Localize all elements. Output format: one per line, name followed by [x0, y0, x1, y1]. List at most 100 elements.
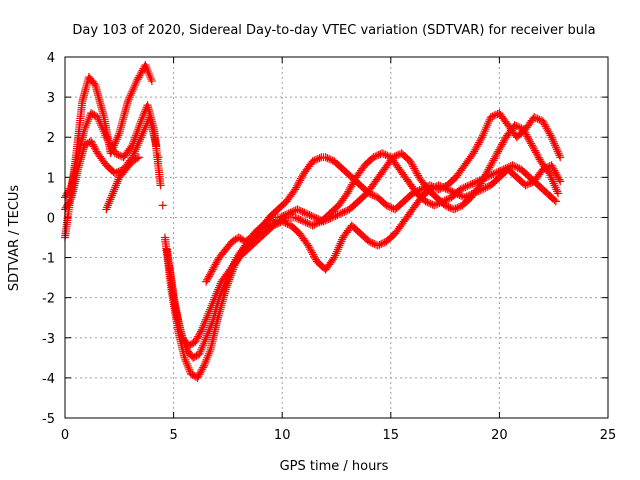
data-point-marker	[336, 209, 345, 218]
data-point-marker	[542, 163, 551, 172]
data-point-marker	[554, 173, 563, 182]
data-point-marker	[128, 87, 137, 96]
data-point-marker	[538, 165, 547, 174]
data-point-marker	[407, 159, 416, 168]
data-point-marker	[482, 123, 491, 132]
data-point-marker	[455, 203, 464, 212]
data-point-marker	[457, 191, 466, 200]
data-point-marker	[303, 219, 312, 228]
data-point-marker	[111, 183, 120, 192]
data-point-marker	[82, 121, 91, 130]
data-point-marker	[277, 215, 286, 224]
data-point-marker	[436, 182, 445, 191]
data-point-marker	[195, 330, 204, 339]
data-point-marker	[406, 157, 415, 166]
data-point-marker	[297, 174, 306, 183]
data-point-marker	[201, 315, 210, 324]
data-point-marker	[300, 208, 309, 217]
data-point-marker	[147, 77, 156, 86]
data-point-marker	[548, 135, 557, 144]
data-point-marker	[265, 221, 274, 230]
y-tick-label: -5	[42, 412, 55, 427]
data-point-marker	[484, 172, 493, 181]
data-point-marker	[140, 125, 149, 134]
data-point-marker	[412, 167, 421, 176]
data-point-marker	[212, 258, 221, 267]
data-point-marker	[430, 201, 439, 210]
x-tick-label: 10	[274, 428, 291, 443]
data-point-marker	[498, 140, 507, 149]
data-point-marker	[471, 188, 480, 197]
data-point-marker	[196, 347, 205, 356]
data-point-marker	[433, 199, 442, 208]
data-point-marker	[491, 169, 500, 178]
data-point-marker	[206, 269, 215, 278]
data-point-marker	[439, 183, 448, 192]
data-point-marker	[197, 367, 206, 376]
data-point-marker	[489, 156, 498, 165]
data-point-marker	[539, 118, 548, 127]
data-point-marker	[100, 129, 109, 138]
data-point-marker	[474, 186, 483, 195]
data-point-marker	[184, 363, 193, 372]
data-point-marker	[344, 187, 353, 196]
data-point-marker	[483, 182, 492, 191]
data-point-marker	[193, 334, 202, 343]
data-point-marker	[104, 199, 113, 208]
data-point-marker	[114, 131, 123, 140]
data-point-marker	[272, 218, 281, 227]
x-tick-label: 0	[61, 428, 69, 443]
data-point-marker	[198, 365, 207, 374]
data-point-marker	[194, 332, 203, 341]
data-point-marker	[519, 125, 528, 134]
data-point-marker	[137, 133, 146, 142]
data-point-marker	[321, 153, 330, 162]
data-point-marker	[209, 297, 218, 306]
data-point-marker	[111, 137, 120, 146]
data-point-marker	[93, 113, 102, 122]
data-point-marker	[87, 137, 96, 146]
data-point-marker	[556, 177, 565, 186]
data-point-marker	[444, 194, 453, 203]
data-point-marker	[185, 365, 194, 374]
data-point-marker	[139, 127, 148, 136]
data-point-marker	[97, 123, 106, 132]
data-point-marker	[474, 140, 483, 149]
data-point-marker	[332, 249, 341, 258]
data-point-marker	[137, 115, 146, 124]
data-point-marker	[202, 331, 211, 340]
data-point-marker	[114, 150, 123, 159]
data-point-marker	[256, 225, 265, 234]
data-point-marker	[488, 112, 497, 121]
data-point-marker	[497, 142, 506, 151]
data-point-marker	[426, 199, 435, 208]
data-point-marker	[142, 63, 151, 72]
data-point-marker	[441, 184, 450, 193]
data-point-marker	[510, 121, 519, 130]
data-point-marker	[385, 203, 394, 212]
data-point-marker	[494, 147, 503, 156]
data-point-marker	[291, 185, 300, 194]
data-point-marker	[549, 164, 558, 173]
data-point-marker	[279, 215, 288, 224]
data-point-marker	[131, 145, 140, 154]
data-point-marker	[365, 237, 374, 246]
y-tick-label: -2	[42, 292, 55, 307]
data-point-marker	[482, 173, 491, 182]
data-point-marker	[296, 215, 305, 224]
data-point-marker	[205, 347, 214, 356]
data-point-marker	[435, 199, 444, 208]
data-point-marker	[533, 151, 542, 160]
data-point-marker	[484, 119, 493, 128]
data-point-marker	[503, 163, 512, 172]
data-point-marker	[555, 151, 564, 160]
data-point-marker	[309, 250, 318, 259]
data-point-marker	[89, 142, 98, 151]
data-point-marker	[494, 167, 503, 176]
data-point-marker	[548, 163, 557, 172]
data-point-marker	[88, 140, 97, 149]
data-point-marker	[545, 129, 554, 138]
data-point-marker	[408, 160, 417, 169]
data-point-marker	[113, 177, 122, 186]
data-point-marker	[261, 223, 270, 232]
